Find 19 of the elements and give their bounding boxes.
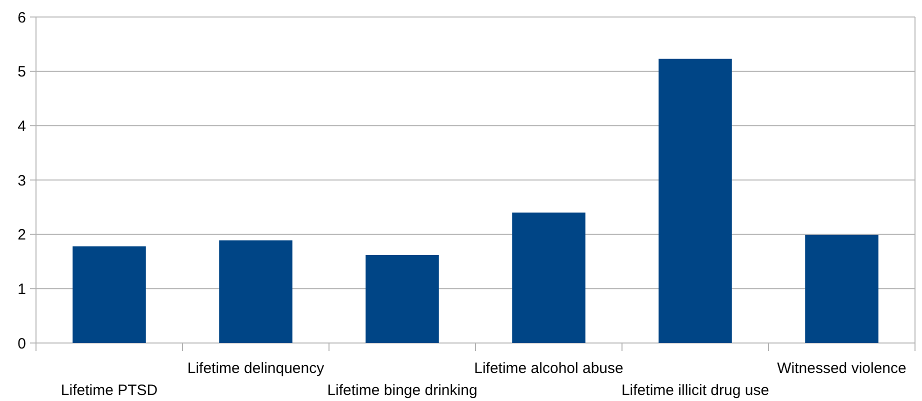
y-tick-label: 2 bbox=[18, 226, 26, 244]
y-tick-label: 6 bbox=[18, 9, 26, 26]
x-tick-label: Witnessed violence bbox=[777, 360, 906, 377]
bar bbox=[366, 254, 439, 343]
bar bbox=[219, 240, 292, 343]
bar bbox=[512, 212, 586, 343]
y-tick-label: 4 bbox=[18, 118, 26, 135]
y-tick-label: 0 bbox=[18, 335, 26, 352]
bar bbox=[72, 246, 146, 343]
x-tick-label: Lifetime binge drinking bbox=[327, 382, 478, 399]
y-tick-label: 1 bbox=[18, 280, 26, 298]
bar bbox=[805, 234, 878, 343]
y-tick-label: 3 bbox=[18, 172, 26, 190]
x-tick-label: Lifetime delinquency bbox=[187, 360, 325, 377]
y-tick-label: 5 bbox=[18, 64, 26, 81]
x-tick-label: Lifetime illicit drug use bbox=[621, 382, 770, 399]
x-tick-label: Lifetime PTSD bbox=[60, 382, 158, 399]
x-tick-label: Lifetime alcohol abuse bbox=[474, 360, 624, 377]
bar bbox=[658, 58, 732, 343]
